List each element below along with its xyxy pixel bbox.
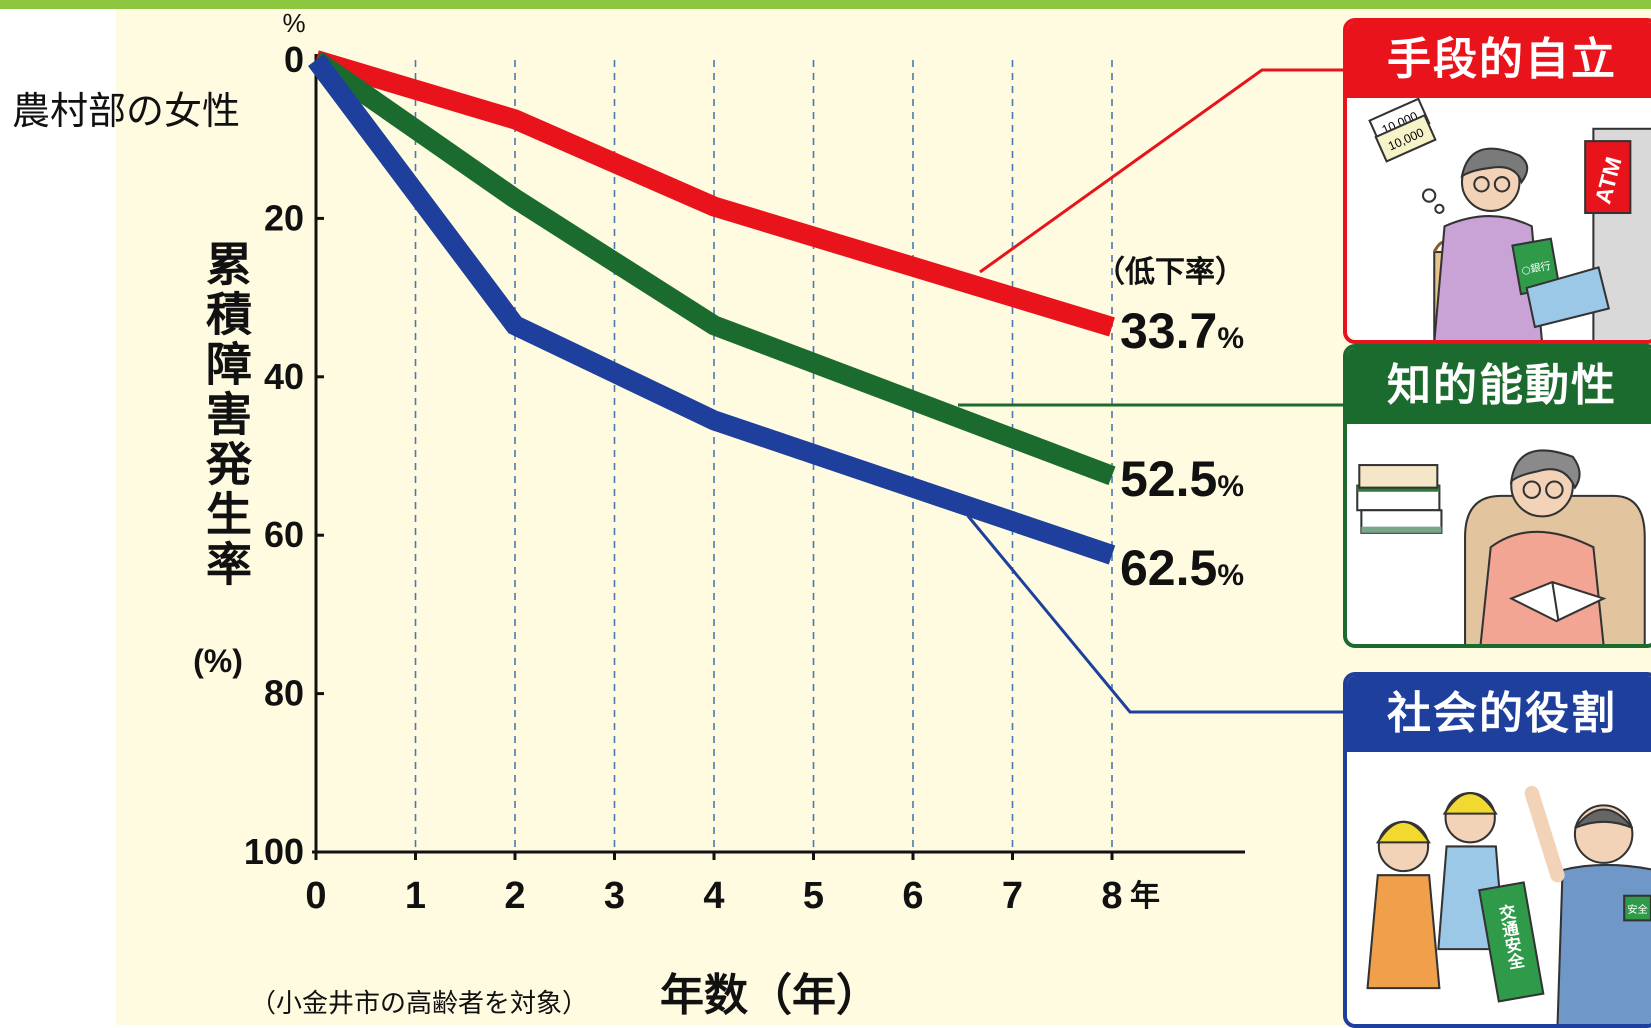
y-axis-title-unit: (%) [193, 643, 243, 679]
series-line-1 [313, 50, 1115, 337]
connector-1 [979, 68, 1343, 274]
y-unit-label: % [282, 8, 305, 38]
armband-label: 安全 [1627, 903, 1648, 916]
end-value: 52.5 [1120, 451, 1217, 507]
x-tick-label: 1 [405, 875, 426, 917]
x-tick-label: 8 [1101, 875, 1122, 917]
card-social-role: 社会的役割 交通安全 安全 [1343, 672, 1651, 1028]
card-instrumental-independence: 手段的自立 10,000 10,000 ○銀行 ATM [1343, 18, 1651, 344]
end-value-label: 52.5% [1120, 451, 1244, 507]
rate-header: （低下率） [1095, 255, 1245, 290]
end-value-unit: % [1217, 322, 1244, 355]
end-value: 62.5 [1120, 540, 1217, 596]
reading-woman-illustration [1356, 449, 1646, 644]
x-tick-label: 7 [1002, 875, 1023, 917]
figure-label: 農村部の女性 [12, 89, 241, 133]
y-axis-title: 累積障害発生率 [199, 240, 253, 590]
bank-book-label: ○銀行 [1521, 259, 1552, 277]
source-note: （小金井市の高齢者を対象） [250, 989, 588, 1019]
x-axis-title: 年数（年） [660, 970, 880, 1021]
x-tick-label: 2 [504, 875, 525, 917]
card-title: 手段的自立 [1347, 22, 1651, 98]
series-line-3 [308, 53, 1116, 565]
x-tick-label: 5 [803, 875, 824, 917]
x-tick-label: 6 [902, 875, 923, 917]
end-value: 33.7 [1120, 303, 1217, 359]
x-unit-label: 年 [1130, 879, 1160, 914]
crossing-guard-illustration: 交通安全 安全 [1366, 785, 1651, 1024]
y-tick-label: 40 [264, 356, 304, 397]
x-tick-label: 3 [604, 875, 625, 917]
y-tick-label: 0 [284, 39, 304, 80]
card-intellectual-activity: 知的能動性 [1343, 344, 1651, 648]
atm-woman-illustration: 10,000 10,000 ○銀行 ATM [1368, 98, 1651, 340]
x-tick-label: 0 [305, 875, 326, 917]
end-value-unit: % [1217, 470, 1244, 503]
y-tick-label: 20 [264, 197, 304, 238]
x-tick-label: 4 [703, 875, 724, 917]
end-value-unit: % [1217, 559, 1244, 592]
card-title: 社会的役割 [1347, 676, 1651, 752]
card-title: 知的能動性 [1347, 348, 1651, 424]
connector-3 [966, 515, 1343, 714]
top-accent-bar [0, 0, 1651, 9]
y-tick-label: 80 [264, 673, 304, 714]
end-value-label: 62.5% [1120, 540, 1244, 596]
series-line-2 [310, 51, 1116, 486]
y-tick-label: 100 [244, 831, 304, 872]
y-tick-label: 60 [264, 514, 304, 555]
end-value-label: 33.7% [1120, 303, 1244, 359]
